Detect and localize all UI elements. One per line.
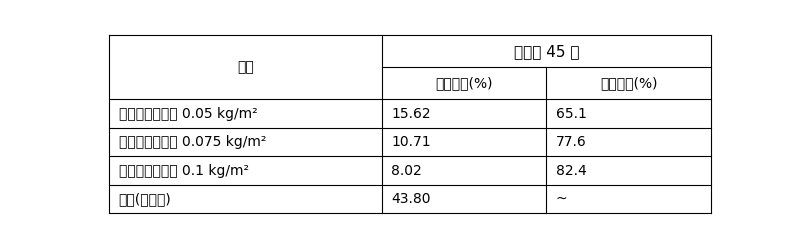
Text: 防治效果(%): 防治效果(%)	[600, 76, 658, 90]
Text: 43.80: 43.80	[391, 192, 431, 206]
Text: 对照(不施用): 对照(不施用)	[118, 192, 171, 206]
Text: 65.1: 65.1	[556, 107, 586, 121]
Text: 10.71: 10.71	[391, 135, 431, 149]
Text: 移栽后 45 天: 移栽后 45 天	[514, 44, 579, 59]
Text: 病情指数(%): 病情指数(%)	[435, 76, 493, 90]
Text: 8.02: 8.02	[391, 164, 422, 178]
Text: 金银花残渣备料 0.1 kg/m²: 金银花残渣备料 0.1 kg/m²	[118, 164, 249, 178]
Text: 15.62: 15.62	[391, 107, 431, 121]
Text: 82.4: 82.4	[556, 164, 586, 178]
Text: 77.6: 77.6	[556, 135, 586, 149]
Text: 金银花残渣备料 0.075 kg/m²: 金银花残渣备料 0.075 kg/m²	[118, 135, 266, 149]
Text: ~: ~	[556, 192, 567, 206]
Text: 金银花残渣备料 0.05 kg/m²: 金银花残渣备料 0.05 kg/m²	[118, 107, 258, 121]
Text: 处理: 处理	[238, 60, 254, 74]
